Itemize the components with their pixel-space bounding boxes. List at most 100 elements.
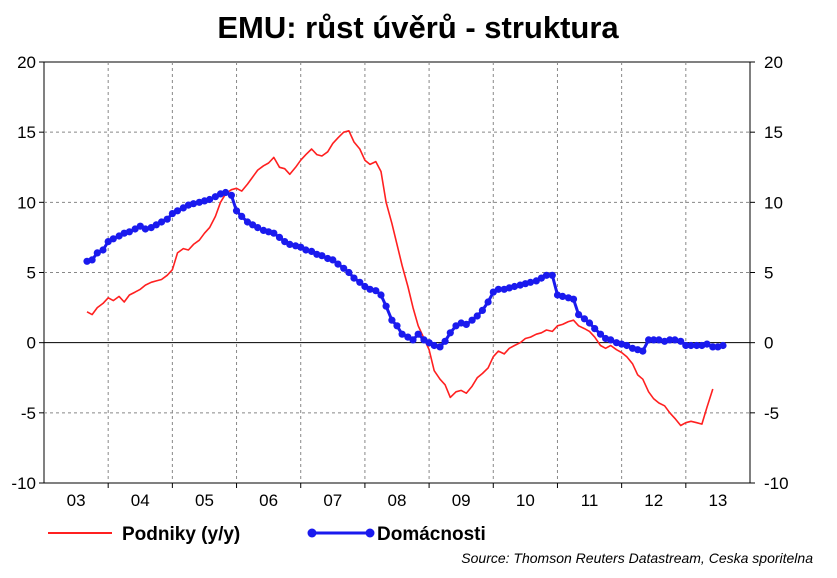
data-point-domacnosti	[189, 200, 198, 208]
data-point-domacnosti	[238, 212, 246, 220]
y-tick-label-left: 5	[27, 264, 36, 283]
data-point-domacnosti	[270, 229, 278, 237]
y-tick-label-right: 0	[764, 334, 773, 353]
data-point-domacnosti	[526, 278, 535, 286]
x-tick-label: 05	[195, 491, 214, 510]
data-point-domacnosti	[318, 252, 326, 260]
data-point-domacnosti	[596, 330, 605, 338]
x-axis: 03 04 05 06 07 08 09 10 11 12 13	[67, 483, 727, 510]
legend-domacnosti-label: Domácnosti	[377, 524, 486, 545]
data-point-domacnosti	[340, 264, 348, 272]
y-tick-label-right: 15	[764, 123, 783, 142]
data-point-domacnosti	[462, 320, 470, 328]
data-point-domacnosti	[446, 329, 454, 337]
data-point-domacnosti	[334, 260, 342, 268]
x-tick-label: 07	[323, 491, 342, 510]
data-point-domacnosti	[548, 271, 556, 279]
data-point-domacnosti	[382, 302, 390, 310]
y-tick-label-left: 0	[27, 334, 36, 353]
y-tick-label-right: -10	[764, 474, 789, 493]
data-point-domacnosti	[580, 315, 589, 323]
y-tick-label-right: 5	[764, 264, 773, 283]
legend-podniky-label: Podniky (y/y)	[122, 524, 240, 545]
data-point-domacnosti	[703, 340, 711, 348]
series-layer	[83, 130, 727, 427]
data-point-domacnosti	[222, 188, 230, 197]
data-point-domacnosti	[436, 343, 444, 351]
data-point-domacnosti	[473, 312, 481, 320]
data-point-domacnosti	[254, 224, 262, 232]
data-point-domacnosti	[93, 249, 101, 257]
data-point-domacnosti	[569, 295, 578, 303]
y-tick-label-left: -5	[21, 404, 36, 423]
data-point-domacnosti	[639, 347, 647, 355]
data-point-domacnosti	[409, 336, 417, 344]
x-tick-label: 11	[581, 491, 599, 510]
y-tick-label-right: -5	[764, 404, 779, 423]
data-point-domacnosti	[372, 287, 380, 295]
x-tick-label: 08	[388, 491, 407, 510]
y-tick-label-left: -10	[11, 474, 36, 493]
y-axis-left: 20 15 10 5 0 -5 -10	[11, 53, 44, 493]
data-point-domacnosti	[677, 337, 685, 345]
data-point-domacnosti	[88, 256, 96, 264]
y-tick-label-left: 10	[17, 193, 36, 212]
chart-title: EMU: růst úvěrů - struktura	[217, 10, 619, 45]
data-point-domacnosti	[542, 271, 551, 279]
y-tick-label-left: 15	[17, 123, 36, 142]
data-point-domacnosti	[286, 240, 294, 248]
data-point-domacnosti	[414, 330, 422, 338]
data-point-domacnosti	[719, 341, 727, 350]
data-point-domacnosti	[232, 207, 241, 215]
data-point-domacnosti	[655, 336, 663, 344]
data-point-domacnosti	[623, 341, 631, 350]
data-point-domacnosti	[345, 268, 353, 277]
data-point-domacnosti	[682, 341, 690, 350]
data-point-domacnosti	[575, 311, 583, 319]
legend: Podniky (y/y) Domácnosti	[48, 524, 486, 545]
data-point-domacnosti	[302, 246, 310, 254]
data-point-domacnosti	[141, 225, 149, 233]
x-tick-label: 06	[259, 491, 278, 510]
x-tick-label: 03	[67, 491, 86, 510]
y-tick-label-right: 20	[764, 53, 783, 72]
x-tick-label: 04	[131, 491, 150, 510]
y-axis-right: 20 15 10 5 0 -5 -10	[750, 53, 789, 493]
data-point-domacnosti	[109, 235, 117, 243]
data-point-domacnosti	[559, 292, 567, 300]
data-point-domacnosti	[645, 336, 653, 344]
data-point-domacnosti	[157, 218, 166, 226]
data-point-domacnosti	[163, 215, 171, 223]
data-point-domacnosti	[366, 285, 374, 293]
data-point-domacnosti	[430, 341, 438, 350]
series-line-podniky	[86, 130, 714, 427]
data-point-domacnosti	[484, 298, 492, 306]
data-point-domacnosti	[173, 207, 182, 215]
data-point-domacnosti	[494, 285, 502, 293]
grid	[44, 62, 750, 483]
legend-domacnosti-marker-left	[307, 528, 317, 538]
data-point-domacnosti	[227, 191, 235, 199]
x-tick-label: 12	[644, 491, 663, 510]
data-point-domacnosti	[693, 341, 701, 350]
data-point-domacnosti	[441, 337, 449, 345]
y-tick-label-left: 20	[17, 53, 36, 72]
y-tick-label-right: 10	[764, 193, 783, 212]
data-point-domacnosti	[650, 336, 658, 344]
data-point-domacnosti	[356, 278, 364, 286]
source-note: Source: Thomson Reuters Datastream, Cesk…	[461, 550, 813, 566]
data-point-domacnosti	[393, 322, 401, 330]
data-point-domacnosti	[468, 316, 476, 324]
data-point-domacnosti	[329, 256, 337, 264]
legend-domacnosti-marker-right	[365, 528, 375, 538]
data-point-domacnosti	[478, 306, 486, 314]
data-point-domacnosti	[388, 316, 396, 324]
data-point-domacnosti	[666, 336, 674, 344]
data-point-domacnosti	[206, 195, 214, 204]
x-tick-label: 09	[452, 491, 471, 510]
x-tick-label: 10	[516, 491, 535, 510]
data-point-domacnosti	[709, 343, 717, 351]
data-point-domacnosti	[350, 274, 358, 282]
data-point-domacnosti	[99, 246, 107, 254]
